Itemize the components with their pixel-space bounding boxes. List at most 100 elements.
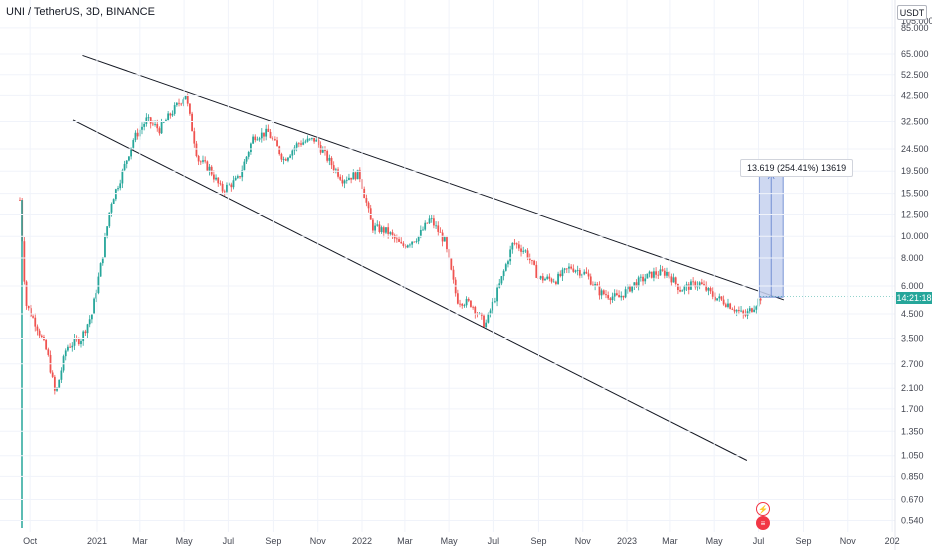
candle-body — [615, 293, 618, 295]
candle-body — [718, 296, 721, 299]
candle-body — [332, 165, 335, 171]
candle-body — [297, 143, 300, 145]
candle-body — [254, 136, 257, 141]
candle-body — [156, 123, 159, 129]
candle-body — [430, 218, 433, 220]
candle-body — [350, 177, 353, 180]
candle-body — [609, 298, 612, 301]
candle-body — [644, 278, 647, 282]
candle-body — [243, 161, 246, 171]
trendline-lower[interactable] — [72, 119, 748, 461]
x-tick-label: Nov — [840, 536, 857, 546]
y-tick-label: 1.700 — [901, 404, 924, 414]
candle-body — [711, 291, 714, 297]
candle-body — [189, 103, 191, 114]
x-tick-label: 202 — [885, 536, 900, 546]
candle-body — [424, 222, 427, 230]
candle-body — [642, 276, 644, 282]
candle-body — [594, 284, 597, 286]
candle-body — [731, 308, 734, 310]
candle-body — [93, 298, 95, 315]
candle-body — [472, 306, 475, 308]
candle-body — [119, 183, 122, 189]
candle-body — [23, 241, 26, 282]
candle-body — [263, 132, 265, 137]
candle-body — [284, 159, 287, 161]
candle-body — [474, 306, 477, 314]
x-tick-label: May — [176, 536, 194, 546]
candle-body — [145, 117, 148, 124]
trendlines-layer — [72, 54, 785, 461]
candle-body — [659, 269, 662, 276]
us-flag-icon[interactable]: ≡ — [756, 516, 770, 530]
candle-body — [531, 260, 533, 261]
candle-body — [698, 282, 701, 286]
candle-body — [345, 179, 348, 181]
candle-body — [114, 189, 117, 200]
candle-body — [507, 261, 509, 265]
candle-body — [398, 239, 400, 242]
candle-body — [84, 331, 87, 334]
candle-body — [681, 290, 684, 292]
candle-body — [513, 242, 516, 244]
candle-body — [121, 170, 124, 184]
candle-body — [729, 303, 732, 309]
candle-body — [141, 126, 143, 130]
flash-icon[interactable]: ⚡ — [756, 502, 770, 516]
trendline-upper[interactable] — [82, 54, 785, 301]
candle-body — [151, 123, 154, 125]
candle-body — [73, 338, 76, 346]
candle-body — [321, 149, 324, 153]
candle-body — [683, 286, 686, 291]
y-tick-label: 2.700 — [901, 359, 924, 369]
candle-body — [533, 260, 536, 265]
candle-body — [626, 285, 629, 290]
candle-body — [99, 263, 102, 277]
candle-body — [101, 257, 104, 264]
candle-body — [500, 276, 503, 284]
candle-body — [273, 139, 276, 141]
candle-body — [106, 226, 109, 237]
candle-body — [125, 160, 128, 164]
candle-body — [435, 225, 437, 227]
candle-body — [295, 143, 298, 148]
candle-body — [343, 180, 346, 184]
candle-body — [193, 131, 196, 144]
candle-body — [452, 269, 455, 280]
candle-body — [278, 146, 281, 155]
candle-body — [496, 287, 498, 302]
candle-body — [51, 372, 54, 377]
candle-body — [265, 128, 268, 137]
candle-body — [287, 157, 289, 161]
measure-tool[interactable] — [758, 173, 895, 298]
candle-body — [491, 301, 494, 311]
candle-body — [328, 157, 331, 161]
candle-body — [554, 281, 557, 284]
candle-body — [522, 250, 525, 252]
candle-body — [282, 159, 285, 160]
y-tick-label: 12.500 — [901, 210, 929, 220]
y-tick-label: 32.500 — [901, 116, 929, 126]
candle-body — [748, 308, 751, 312]
candle-body — [56, 387, 58, 391]
candle-body — [459, 303, 461, 305]
current-price-badge: 14:21:18 — [896, 292, 932, 304]
candle-body — [117, 188, 119, 190]
candle-body — [755, 306, 758, 310]
time-axis[interactable]: Oct 2021 Mar May Jul Sep Nov 2022 Mar May Jul Sep No… — [23, 0, 900, 546]
y-tick-label: 0.850 — [901, 471, 924, 481]
candle-body — [69, 346, 72, 348]
candle-body — [592, 284, 594, 286]
candle-body — [341, 179, 344, 184]
candle-body — [487, 313, 490, 323]
candle-body — [646, 273, 649, 279]
candle-body — [504, 264, 507, 271]
candle-body — [77, 338, 80, 345]
x-tick-label: Mar — [662, 536, 678, 546]
candle-body — [561, 269, 564, 277]
currency-badge[interactable]: USDT — [897, 5, 927, 20]
candle-body — [578, 270, 581, 276]
candle-body — [197, 156, 200, 162]
